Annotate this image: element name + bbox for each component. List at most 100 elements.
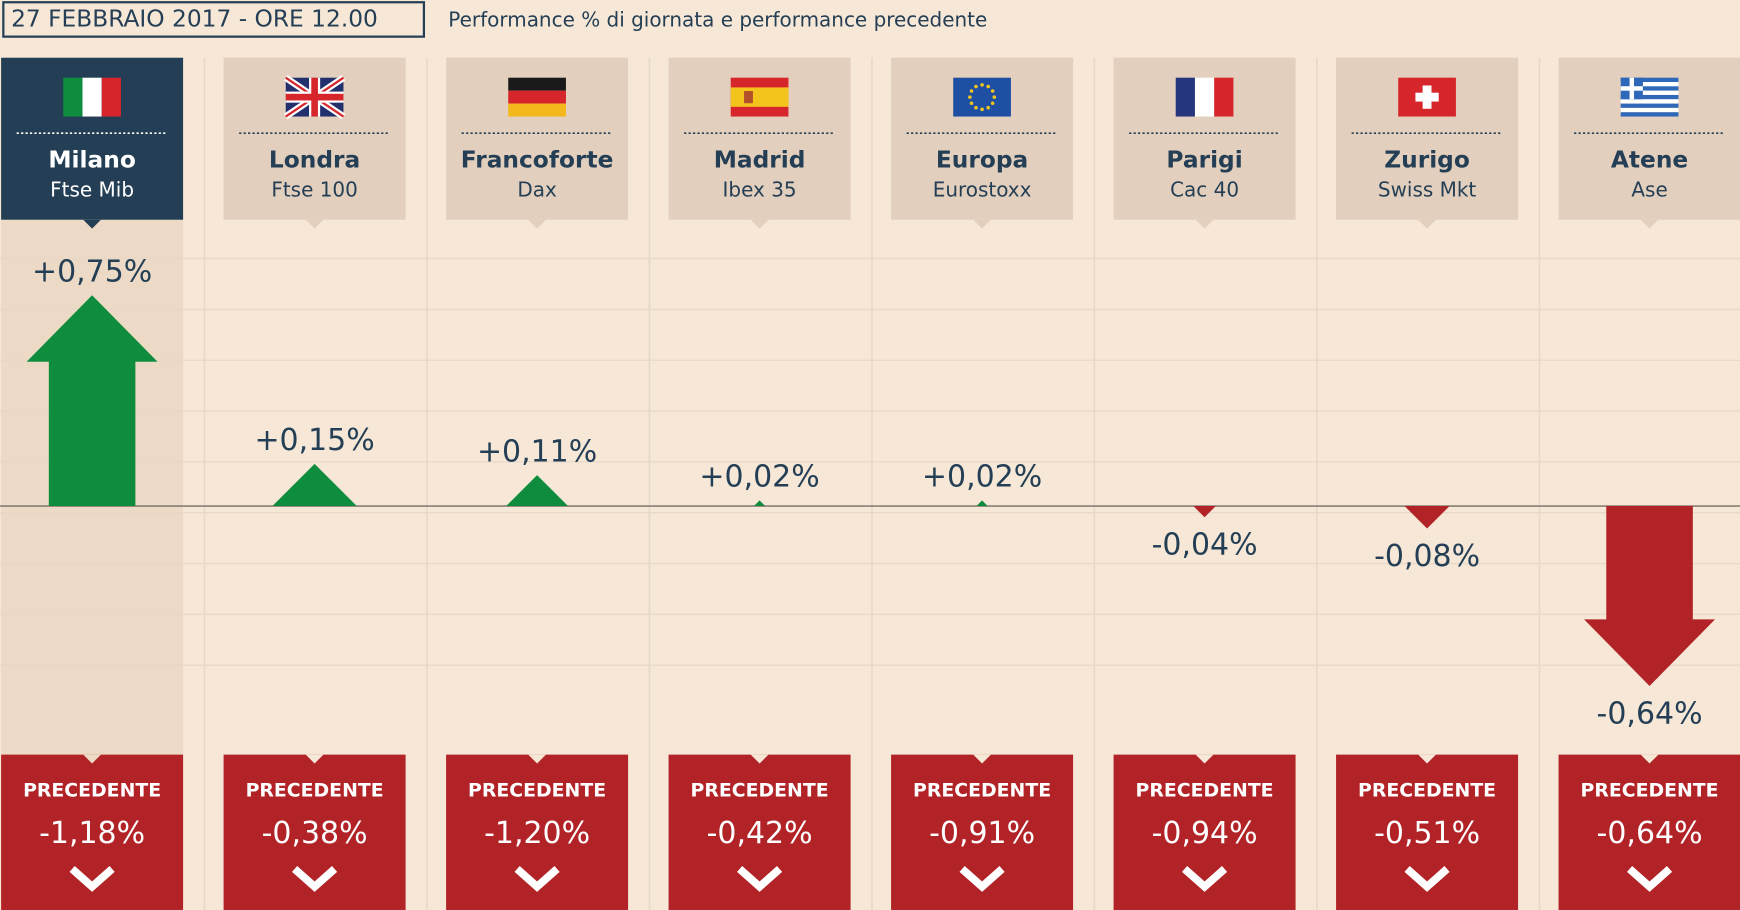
previous-notch <box>750 754 769 764</box>
header-pointer <box>973 219 991 229</box>
previous-notch <box>305 754 324 764</box>
previous-value: -0,42% <box>707 816 813 851</box>
flag-part <box>974 105 978 110</box>
column: Francoforte Dax +0,11% PRECEDENTE -1,20% <box>446 57 629 910</box>
index-name: Ftse 100 <box>271 177 357 201</box>
column: Parigi Cac 40 -0,04% PRECEDENTE -0,94% <box>1113 57 1296 910</box>
flag-part <box>986 84 990 89</box>
performance-arrow <box>1584 506 1716 686</box>
previous-value: -1,20% <box>484 816 590 851</box>
previous-chevron <box>737 866 783 892</box>
market-name: Europa <box>936 146 1028 173</box>
previous-value: -0,38% <box>262 816 368 851</box>
header-pointer <box>83 219 101 229</box>
value-label: +0,11% <box>477 434 597 469</box>
flag-part <box>1620 107 1679 113</box>
previous-notch <box>1418 754 1436 764</box>
index-name: Ase <box>1631 177 1667 201</box>
flag-part <box>101 77 121 117</box>
flag-part <box>1214 77 1234 117</box>
flag-part <box>508 90 566 104</box>
column: Londra Ftse 100 +0,15% PRECEDENTE -0,38% <box>223 57 406 910</box>
title-box <box>2 1 426 38</box>
market-name: Londra <box>269 146 360 173</box>
flag-part <box>990 89 995 93</box>
flag-part <box>508 103 566 117</box>
previous-chevron <box>1404 866 1450 892</box>
previous-chevron <box>514 866 560 892</box>
previous-label: PRECEDENTE <box>1358 780 1496 802</box>
index-name: Ibex 35 <box>723 177 797 201</box>
flag-part <box>82 77 102 117</box>
value-label: -0,08% <box>1374 539 1480 574</box>
flag-part <box>992 95 997 99</box>
previous-notch <box>528 754 546 764</box>
columns: Milano Ftse Mib +0,75% PRECEDENTE -1,18% Lond… <box>1 57 1740 910</box>
previous-label: PRECEDENTE <box>468 780 606 802</box>
previous-value: -0,94% <box>1152 816 1258 851</box>
performance-arrow <box>1404 506 1450 529</box>
header-pointer <box>528 219 546 229</box>
performance-arrow <box>26 295 158 507</box>
previous-value: -1,18% <box>39 816 145 851</box>
column: Europa Eurostoxx +0,02% PRECEDENTE -0,91% <box>891 57 1074 910</box>
index-name: Ftse Mib <box>50 177 134 201</box>
value-label: +0,15% <box>254 423 374 458</box>
flag-part <box>1620 77 1679 83</box>
flag-part <box>1620 103 1679 108</box>
header-pointer <box>1418 219 1436 229</box>
value-label: +0,02% <box>699 460 819 495</box>
column: Atene Ase -0,64% PRECEDENTE -0,64% <box>1558 57 1740 910</box>
previous-label: PRECEDENTE <box>913 780 1051 802</box>
flag-part <box>1620 86 1643 91</box>
flag-part <box>1620 90 1679 95</box>
previous-notch <box>83 754 101 764</box>
market-name: Milano <box>48 146 135 173</box>
flag-part <box>285 93 344 101</box>
flag-part <box>63 77 83 117</box>
flag-part <box>969 89 974 93</box>
flag-part <box>969 101 974 106</box>
flag-part <box>980 107 984 112</box>
flag-part <box>1620 82 1679 87</box>
flag-part <box>1175 77 1195 117</box>
column: Zurigo Swiss Mkt -0,08% PRECEDENTE -0,51% <box>1336 57 1519 910</box>
flag-part <box>990 101 995 106</box>
index-name: Eurostoxx <box>933 177 1032 201</box>
flag-part <box>1415 92 1439 102</box>
previous-label: PRECEDENTE <box>23 780 161 802</box>
column: Milano Ftse Mib +0,75% PRECEDENTE -1,18% <box>1 57 184 910</box>
flag-part <box>1620 94 1679 100</box>
flag-part <box>980 83 984 87</box>
previous-label: PRECEDENTE <box>1136 780 1274 802</box>
index-name: Dax <box>517 177 557 201</box>
market-name: Parigi <box>1166 146 1242 173</box>
flag-part <box>1620 99 1679 104</box>
performance-arrow <box>506 475 569 507</box>
previous-notch <box>973 754 991 764</box>
flag-part <box>986 105 990 110</box>
value-label: +0,75% <box>32 255 152 290</box>
chart-title: 27 FEBBRAIO 2017 - ORE 12.00 <box>11 5 378 32</box>
flag-part <box>1620 112 1679 117</box>
flag-part <box>974 84 978 89</box>
previous-notch <box>1195 754 1214 764</box>
header-pointer <box>1195 219 1214 229</box>
previous-notch <box>1640 754 1659 764</box>
performance-arrow <box>976 500 988 507</box>
flag-part <box>968 95 972 99</box>
index-name: Cac 40 <box>1170 177 1239 201</box>
previous-chevron <box>69 866 115 892</box>
market-name: Francoforte <box>461 146 614 173</box>
flag-part <box>744 91 753 104</box>
index-name: Swiss Mkt <box>1378 177 1477 201</box>
flag-part <box>730 87 789 107</box>
previous-chevron <box>1627 866 1673 892</box>
previous-chevron <box>292 866 338 892</box>
market-name: Atene <box>1611 146 1688 173</box>
value-label: -0,04% <box>1152 528 1258 563</box>
previous-chevron <box>1182 866 1228 892</box>
performance-arrow <box>753 500 766 507</box>
